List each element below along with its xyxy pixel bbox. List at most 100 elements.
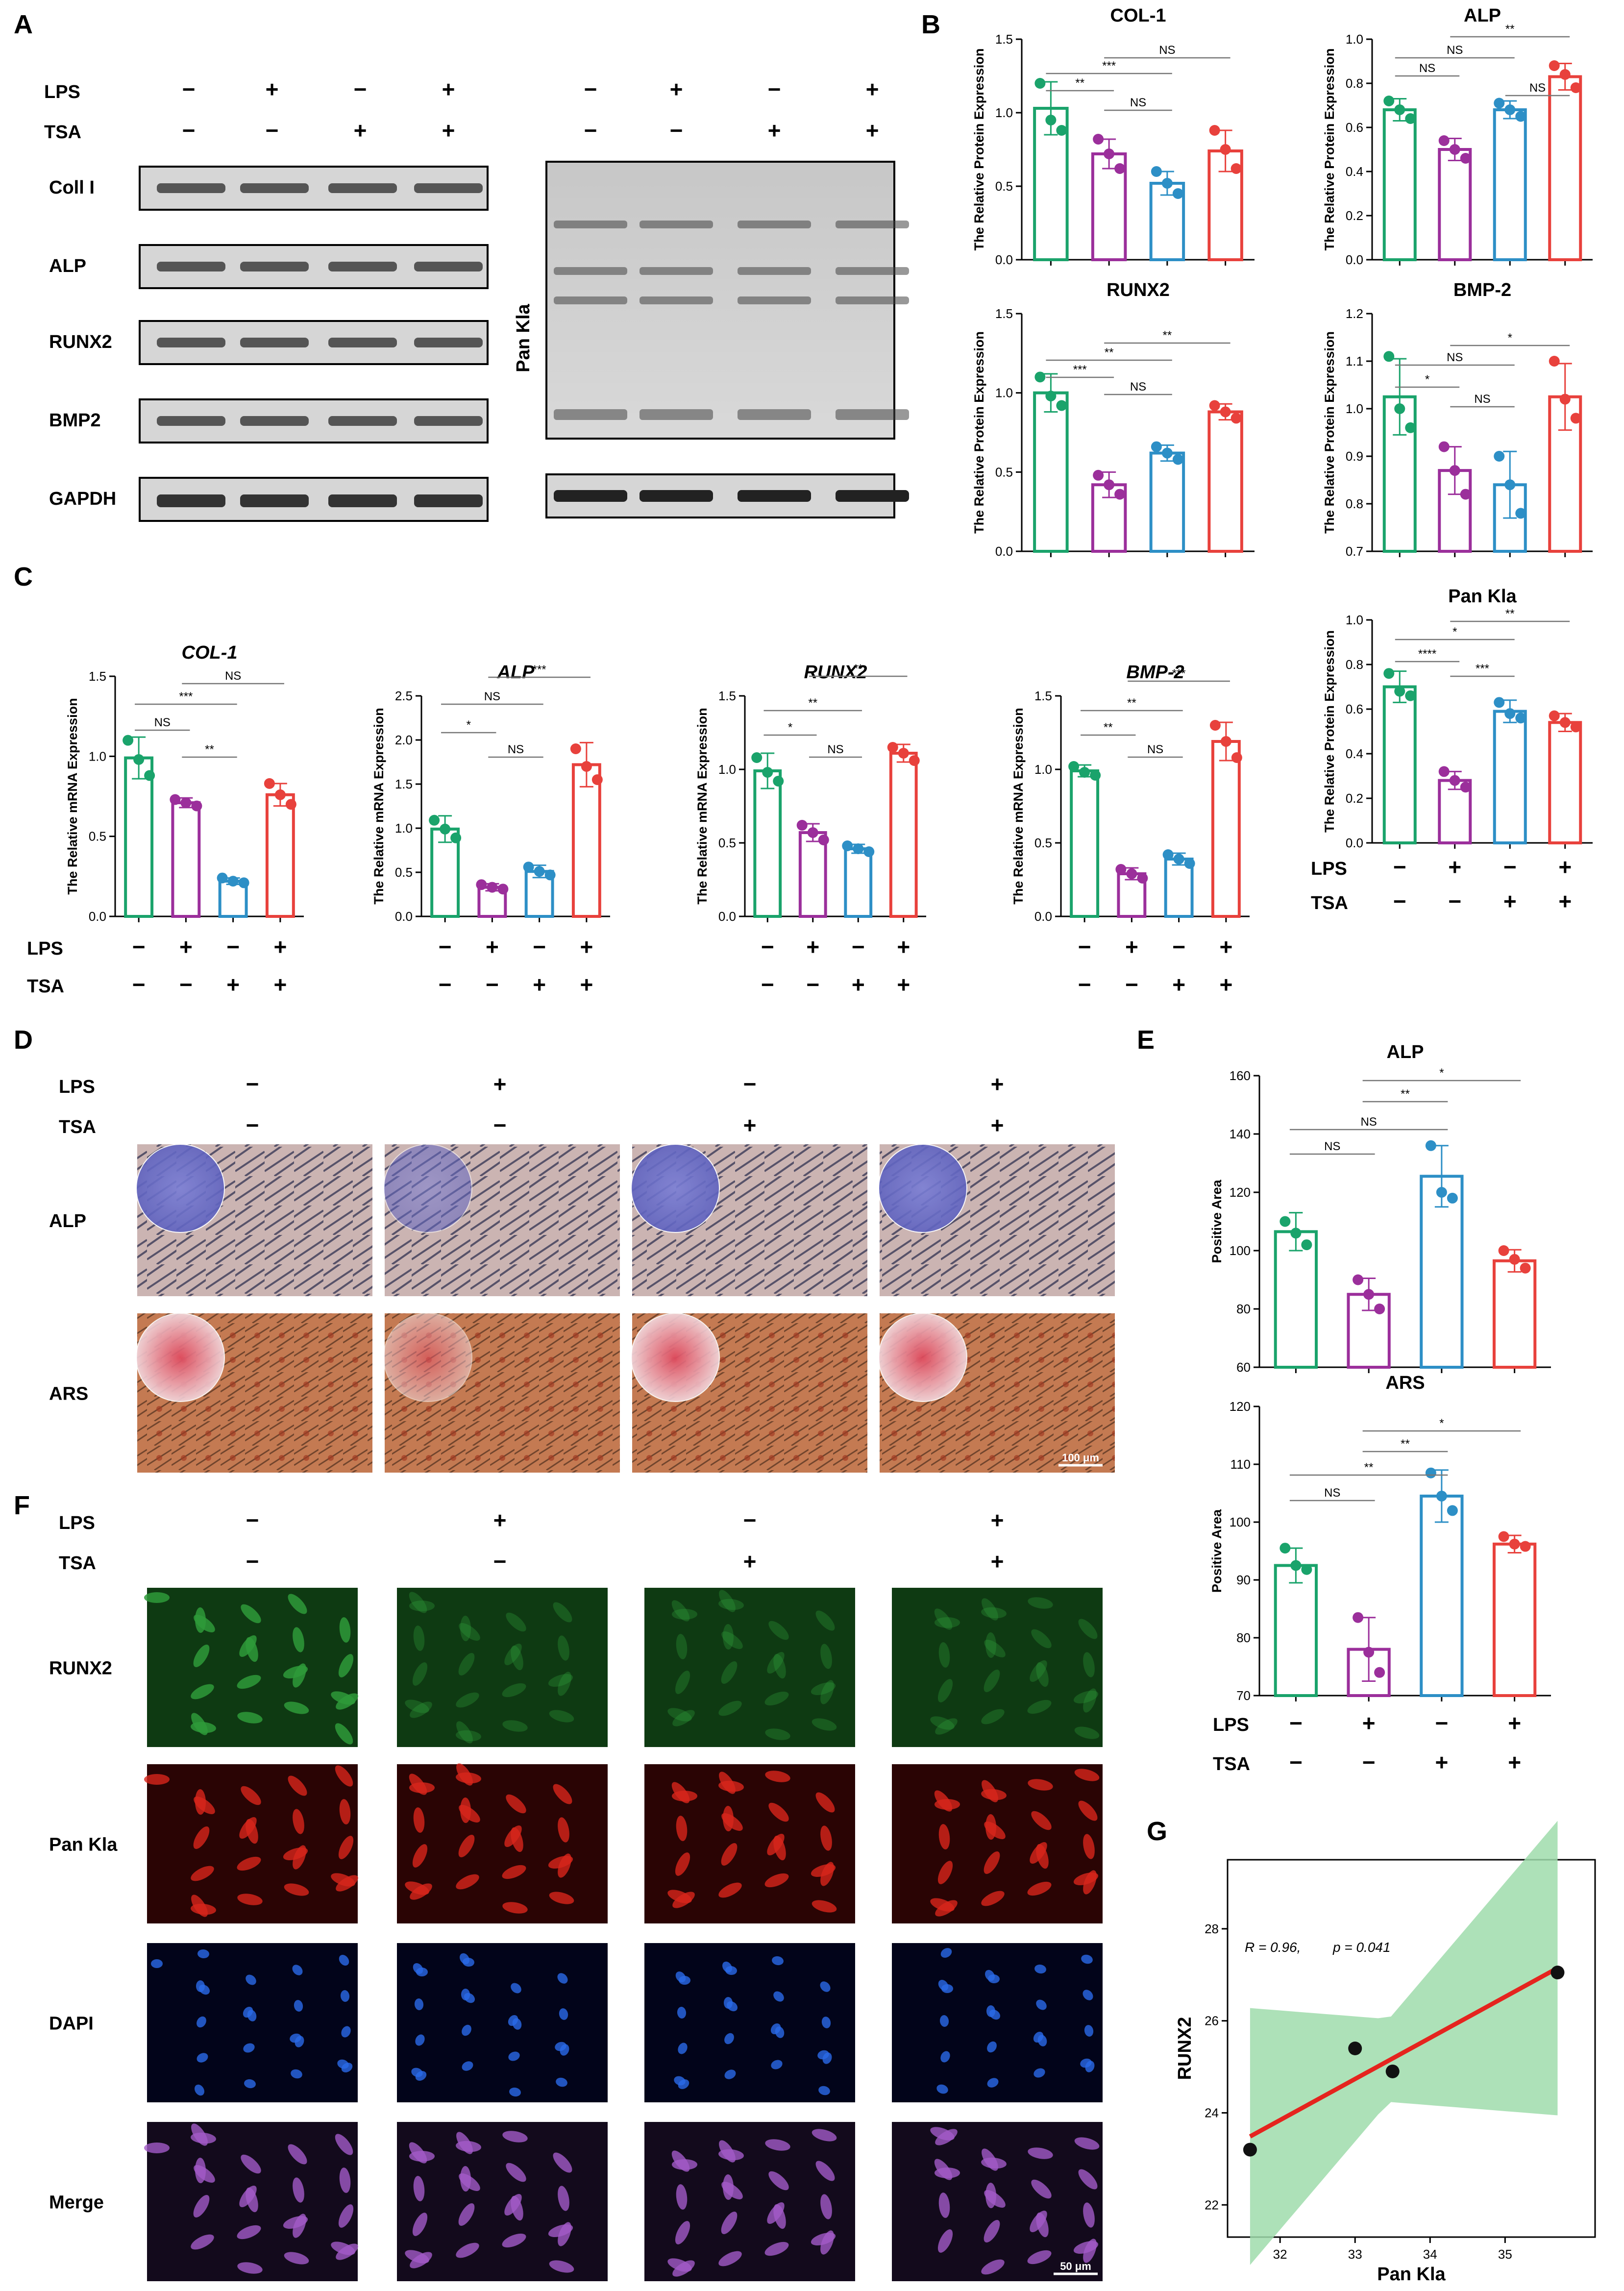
cell-signal [938, 1642, 950, 1668]
cell-signal [241, 2154, 261, 2174]
panel-d-tsa-label: TSA [59, 1117, 96, 1137]
y-tick-label: 100 [1230, 1243, 1251, 1258]
cell-signal [981, 1607, 1007, 1619]
cell-signal [237, 2262, 263, 2274]
cell-signal [718, 1599, 744, 1610]
lps-sign-3: − [852, 934, 865, 960]
cell-signal [506, 2163, 526, 2182]
lps-sign-3: − [1435, 1710, 1448, 1736]
significance-label: ** [854, 662, 863, 675]
cell-signal [678, 2043, 688, 2054]
y-tick-label: 120 [1230, 1399, 1251, 1414]
tsa-sign-1: − [246, 1112, 259, 1138]
fluorescence-image-grid: RUNX2 Pan Kla DAPI Merge 50 μm [49, 1588, 1103, 2281]
cell-signal [413, 2176, 425, 2201]
panel-d-lps-label: LPS [59, 1077, 95, 1097]
y-tick-label: 1.2 [1346, 306, 1363, 321]
cell-signal [667, 1708, 692, 1722]
data-point [1520, 1541, 1531, 1552]
protein-band [328, 183, 397, 193]
significance-label: ** [808, 696, 817, 710]
significance-label: NS [484, 690, 500, 703]
cell-signal [508, 2015, 518, 2026]
cell-signal [191, 1684, 214, 1700]
panel-label-g: G [1147, 1817, 1167, 1846]
data-point [1394, 686, 1405, 697]
cell-signal [340, 1990, 350, 2002]
tsa-sign-2: − [493, 1549, 507, 1574]
y-tick-label: 0.5 [718, 836, 736, 850]
bar-group-1 [1274, 1230, 1318, 1369]
fluorescence-image [892, 1588, 1103, 1747]
lps-sign-1: − [439, 934, 452, 960]
tsa-sign-3: + [1435, 1749, 1448, 1775]
cell-signal [722, 1961, 732, 1973]
tsa-sign-4: + [1508, 1749, 1521, 1775]
y-axis-title: The Relative mRNA Expression [695, 708, 710, 904]
lps-sign-1: − [1078, 934, 1091, 960]
y-tick-label: 70 [1236, 1688, 1251, 1703]
tsa-sign-1: − [182, 118, 196, 143]
fluorescence-row-label: Pan Kla [49, 1835, 118, 1855]
chart-title: ARS [1385, 1373, 1425, 1393]
cell-signal [676, 2184, 688, 2210]
cell-signal [671, 2150, 690, 2172]
cell-signal [338, 1654, 354, 1677]
lps-sign-4: + [273, 934, 287, 960]
cell-signal [764, 1873, 789, 1888]
chart-B-ALP: ALP 0.0 0.2 0.4 0.6 0.8 1.0 The Relative Protei… [1322, 5, 1593, 267]
chart-C-BMP2: BMP-2 0.0 0.5 1.0 1.5 The Relative mRNA Expre… [1011, 662, 1250, 924]
protein-band [414, 183, 483, 193]
scatter-point [1243, 2143, 1257, 2157]
y-tick-label: 100 [1230, 1515, 1251, 1529]
chart-tsa-label: TSA [1213, 1754, 1250, 1774]
tsa-sign-4: + [442, 118, 455, 143]
cell-signal [144, 1592, 170, 1603]
cell-signal [548, 2224, 573, 2237]
cell-signal [1078, 1800, 1098, 1821]
cell-signal [1036, 1662, 1049, 1687]
cell-signal [409, 1774, 427, 1795]
data-point [1034, 78, 1046, 89]
x-tick-label: 34 [1423, 2247, 1437, 2262]
bar-group-1 [1070, 769, 1100, 918]
magnified-inset [136, 1313, 225, 1402]
scale-bar-label: 100 μm [1062, 1452, 1099, 1464]
cell-signal [1073, 2241, 1099, 2254]
cell-signal [820, 2194, 832, 2219]
data-point [773, 776, 784, 787]
cell-signal [1081, 1954, 1093, 1964]
y-axis-title: Positive Area [1209, 1179, 1224, 1263]
tsa-sign-4: + [991, 1549, 1004, 1574]
blot-row-label: GAPDH [49, 489, 116, 509]
data-point [133, 754, 145, 765]
data-point [1405, 422, 1416, 433]
data-point [762, 767, 773, 778]
cell-signal [291, 2069, 302, 2079]
tsa-sign-1: − [132, 972, 146, 997]
bar-group-4 [1492, 1259, 1537, 1369]
data-point [1405, 113, 1416, 124]
cell-signal [984, 1670, 1000, 1692]
data-point [1126, 868, 1137, 879]
data-point [1093, 134, 1104, 145]
y-axis-title: The Relative mRNA Expression [65, 698, 80, 894]
cell-signal [815, 1792, 835, 1813]
cell-signal [506, 1794, 526, 1814]
data-point [1290, 1228, 1302, 1239]
cell-signal [1073, 1872, 1099, 1885]
pan-kla-band [836, 221, 909, 228]
y-tick-label: 0.5 [1034, 836, 1052, 850]
cell-signal [461, 1989, 470, 2000]
cell-signal [985, 2183, 997, 2208]
cell-signal [559, 2008, 568, 2020]
chart-title: BMP-2 [1126, 662, 1184, 683]
bar-group-1 [1382, 108, 1417, 261]
cell-signal [284, 2252, 309, 2265]
cell-signal [502, 1683, 526, 1698]
y-tick-label: 1.0 [395, 821, 413, 836]
cell-signal [935, 1718, 958, 1735]
protein-band [414, 494, 483, 507]
